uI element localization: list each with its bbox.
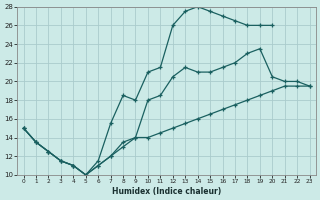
X-axis label: Humidex (Indice chaleur): Humidex (Indice chaleur): [112, 187, 221, 196]
